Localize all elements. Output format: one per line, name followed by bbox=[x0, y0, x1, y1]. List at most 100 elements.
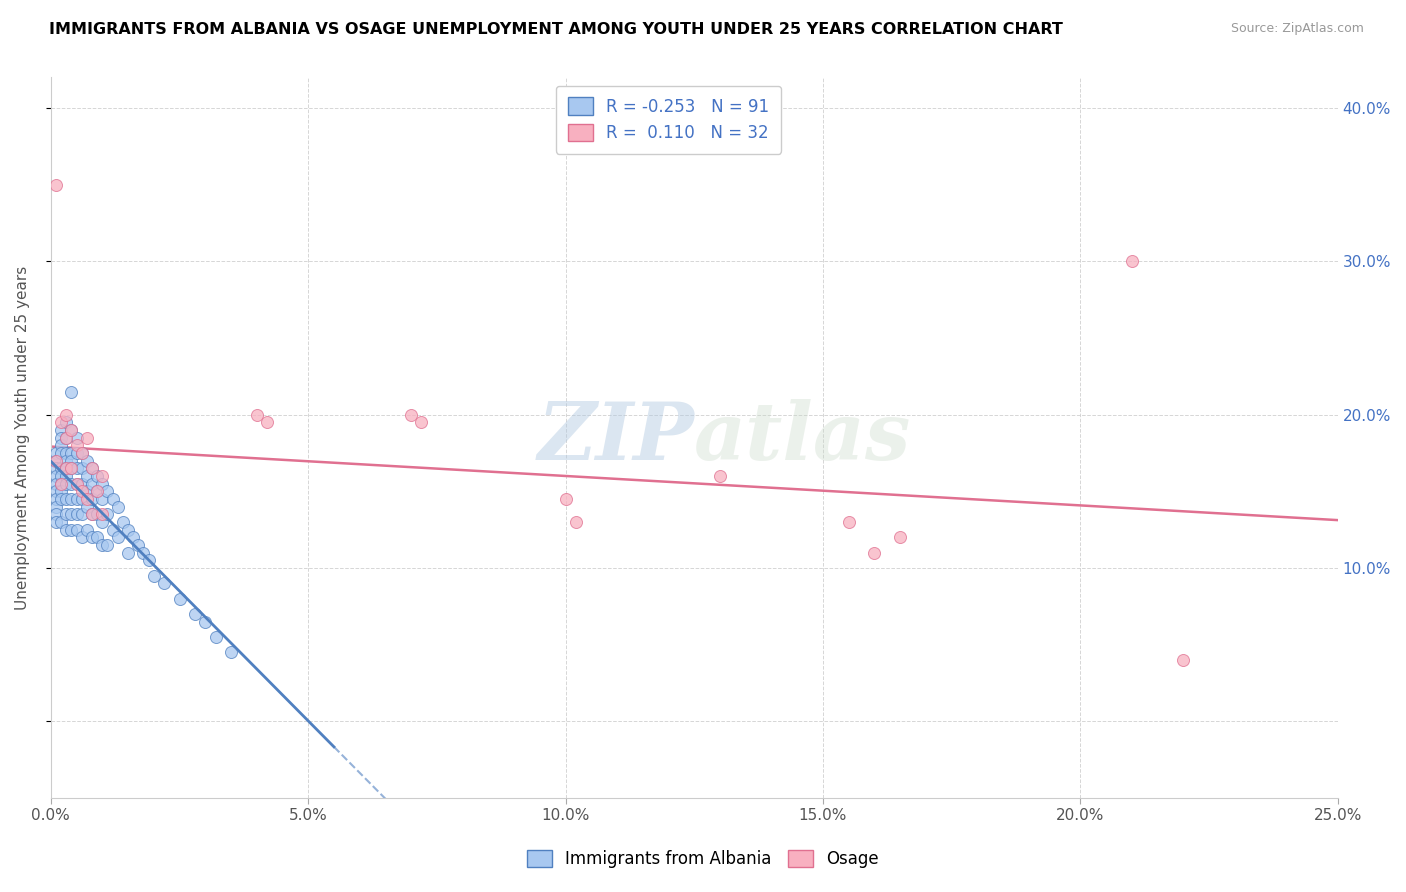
Point bbox=[45, 484, 67, 499]
Point bbox=[65, 492, 87, 507]
Point bbox=[65, 461, 87, 475]
Point bbox=[142, 568, 165, 582]
Text: IMMIGRANTS FROM ALBANIA VS OSAGE UNEMPLOYMENT AMONG YOUTH UNDER 25 YEARS CORRELA: IMMIGRANTS FROM ALBANIA VS OSAGE UNEMPLO… bbox=[49, 22, 1063, 37]
Point bbox=[246, 408, 269, 422]
Point bbox=[49, 438, 72, 452]
Point bbox=[91, 515, 114, 529]
Point bbox=[65, 476, 87, 491]
Point bbox=[55, 454, 77, 468]
Point bbox=[49, 423, 72, 437]
Point bbox=[96, 484, 118, 499]
Point bbox=[49, 469, 72, 483]
Point bbox=[107, 530, 129, 544]
Point bbox=[76, 431, 98, 445]
Y-axis label: Unemployment Among Youth under 25 years: Unemployment Among Youth under 25 years bbox=[15, 266, 30, 610]
Point bbox=[91, 492, 114, 507]
Point bbox=[60, 454, 83, 468]
Point bbox=[49, 446, 72, 460]
Point bbox=[49, 484, 72, 499]
Point bbox=[117, 523, 139, 537]
Point bbox=[70, 446, 93, 460]
Point bbox=[70, 476, 93, 491]
Point bbox=[91, 469, 114, 483]
Point bbox=[80, 461, 103, 475]
Point bbox=[55, 461, 77, 475]
Point bbox=[86, 484, 108, 499]
Point bbox=[55, 416, 77, 430]
Point bbox=[76, 469, 98, 483]
Point bbox=[65, 508, 87, 522]
Point bbox=[80, 461, 103, 475]
Point bbox=[60, 523, 83, 537]
Point bbox=[60, 384, 83, 399]
Point bbox=[91, 538, 114, 552]
Point bbox=[49, 476, 72, 491]
Point bbox=[70, 446, 93, 460]
Point bbox=[55, 508, 77, 522]
Legend: R = -0.253   N = 91, R =  0.110   N = 32: R = -0.253 N = 91, R = 0.110 N = 32 bbox=[557, 86, 780, 153]
Point bbox=[65, 438, 87, 452]
Point bbox=[80, 508, 103, 522]
Point bbox=[91, 476, 114, 491]
Point bbox=[76, 492, 98, 507]
Point bbox=[60, 446, 83, 460]
Point bbox=[65, 431, 87, 445]
Point bbox=[86, 484, 108, 499]
Point bbox=[49, 461, 72, 475]
Point bbox=[45, 476, 67, 491]
Point bbox=[169, 591, 191, 606]
Point bbox=[45, 446, 67, 460]
Point bbox=[70, 530, 93, 544]
Point bbox=[55, 431, 77, 445]
Point bbox=[55, 461, 77, 475]
Point bbox=[60, 423, 83, 437]
Point bbox=[70, 461, 93, 475]
Point bbox=[60, 508, 83, 522]
Text: Source: ZipAtlas.com: Source: ZipAtlas.com bbox=[1230, 22, 1364, 36]
Point bbox=[184, 607, 207, 621]
Point bbox=[80, 476, 103, 491]
Point bbox=[60, 461, 83, 475]
Point bbox=[60, 461, 83, 475]
Point bbox=[194, 615, 217, 629]
Point bbox=[55, 492, 77, 507]
Point bbox=[55, 431, 77, 445]
Point bbox=[86, 469, 108, 483]
Point bbox=[49, 476, 72, 491]
Point bbox=[45, 178, 67, 192]
Point bbox=[65, 446, 87, 460]
Point bbox=[1121, 254, 1143, 268]
Point bbox=[49, 431, 72, 445]
Point bbox=[889, 530, 911, 544]
Point bbox=[55, 476, 77, 491]
Text: atlas: atlas bbox=[695, 399, 911, 476]
Point bbox=[117, 546, 139, 560]
Point bbox=[86, 530, 108, 544]
Point bbox=[70, 508, 93, 522]
Point bbox=[80, 508, 103, 522]
Point bbox=[55, 408, 77, 422]
Point bbox=[96, 508, 118, 522]
Point bbox=[45, 508, 67, 522]
Point bbox=[45, 461, 67, 475]
Point bbox=[49, 515, 72, 529]
Point bbox=[554, 492, 576, 507]
Text: ZIP: ZIP bbox=[537, 399, 695, 476]
Point bbox=[45, 469, 67, 483]
Point bbox=[60, 423, 83, 437]
Point bbox=[55, 469, 77, 483]
Point bbox=[96, 538, 118, 552]
Point bbox=[45, 492, 67, 507]
Point bbox=[709, 469, 731, 483]
Point bbox=[80, 530, 103, 544]
Point bbox=[76, 484, 98, 499]
Point bbox=[107, 500, 129, 514]
Point bbox=[838, 515, 860, 529]
Point bbox=[411, 416, 433, 430]
Point bbox=[76, 454, 98, 468]
Point bbox=[565, 515, 588, 529]
Point bbox=[45, 454, 67, 468]
Legend: Immigrants from Albania, Osage: Immigrants from Albania, Osage bbox=[519, 842, 887, 877]
Point bbox=[60, 492, 83, 507]
Point bbox=[219, 645, 242, 659]
